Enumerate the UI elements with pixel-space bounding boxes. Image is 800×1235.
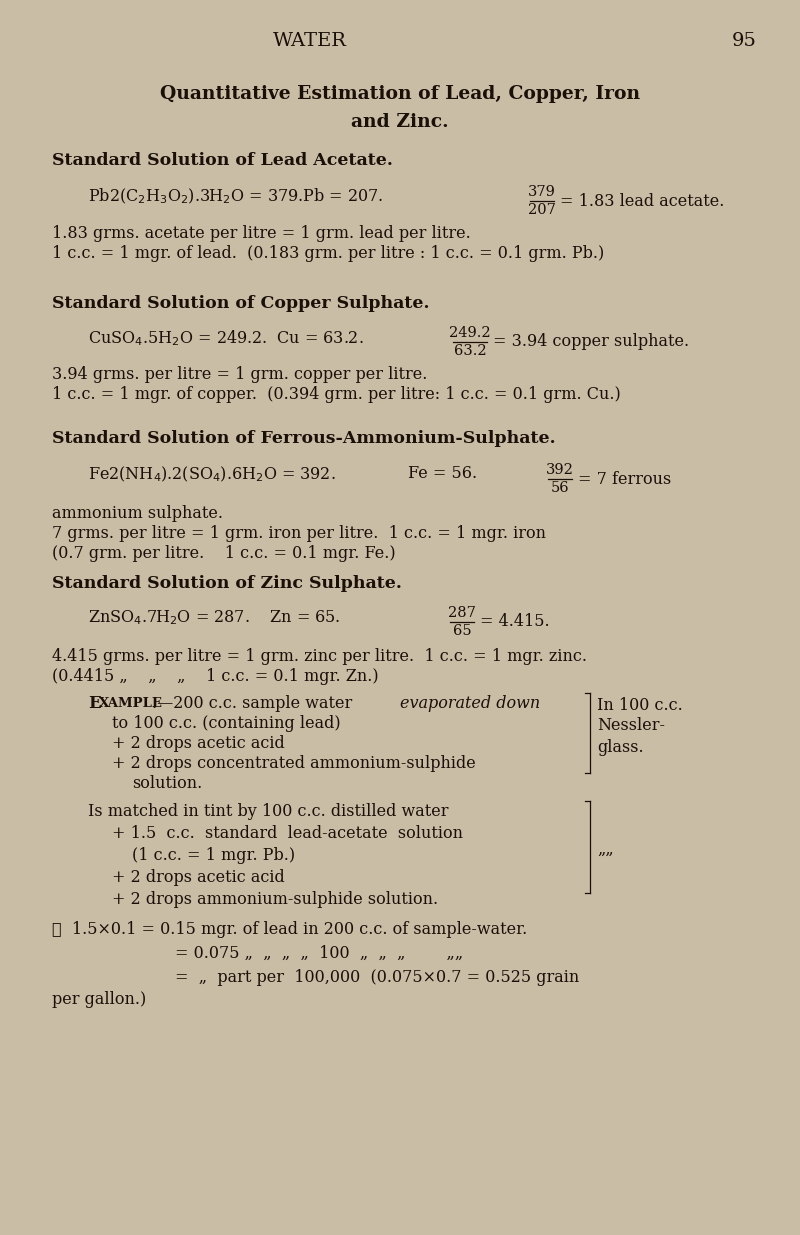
Text: (0.4415 „    „    „    1 c.c. = 0.1 mgr. Zn.): (0.4415 „ „ „ 1 c.c. = 0.1 mgr. Zn.) (52, 668, 378, 685)
Text: 7 grms. per litre = 1 grm. iron per litre.  1 c.c. = 1 mgr. iron: 7 grms. per litre = 1 grm. iron per litr… (52, 525, 546, 542)
Text: 392: 392 (546, 463, 574, 477)
Text: + 2 drops concentrated ammonium-sulphide: + 2 drops concentrated ammonium-sulphide (112, 755, 476, 772)
Text: 379: 379 (528, 185, 556, 199)
Text: Standard Solution of Lead Acetate.: Standard Solution of Lead Acetate. (52, 152, 393, 169)
Text: Fe2(NH$_4$).2(SO$_4$).6H$_2$O = 392.: Fe2(NH$_4$).2(SO$_4$).6H$_2$O = 392. (88, 466, 336, 484)
Text: 287: 287 (448, 606, 476, 620)
Text: per gallon.): per gallon.) (52, 990, 146, 1008)
Text: „„: „„ (597, 841, 614, 858)
Text: = 7 ferrous: = 7 ferrous (578, 471, 671, 488)
Text: Standard Solution of Copper Sulphate.: Standard Solution of Copper Sulphate. (52, 295, 430, 312)
Text: XAMPLE: XAMPLE (99, 697, 163, 710)
Text: = 4.415.: = 4.415. (480, 614, 550, 631)
Text: ZnSO$_4$.7H$_2$O = 287.    Zn = 65.: ZnSO$_4$.7H$_2$O = 287. Zn = 65. (88, 608, 341, 626)
Text: CuSO$_4$.5H$_2$O = 249.2.  Cu = 63.2.: CuSO$_4$.5H$_2$O = 249.2. Cu = 63.2. (88, 329, 364, 348)
Text: In 100 c.c.: In 100 c.c. (597, 697, 682, 714)
Text: 1 c.c. = 1 mgr. of copper.  (0.394 grm. per litre: 1 c.c. = 0.1 grm. Cu.): 1 c.c. = 1 mgr. of copper. (0.394 grm. p… (52, 387, 621, 403)
Text: 3.94 grms. per litre = 1 grm. copper per litre.: 3.94 grms. per litre = 1 grm. copper per… (52, 366, 427, 383)
Text: + 2 drops acetic acid: + 2 drops acetic acid (112, 735, 285, 752)
Text: E: E (88, 695, 101, 713)
Text: 95: 95 (732, 32, 757, 49)
Text: + 2 drops ammonium-sulphide solution.: + 2 drops ammonium-sulphide solution. (112, 890, 438, 908)
Text: and Zinc.: and Zinc. (351, 112, 449, 131)
Text: 65: 65 (453, 624, 471, 638)
Text: Pb2(C$_2$H$_3$O$_2$).3H$_2$O = 379.Pb = 207.: Pb2(C$_2$H$_3$O$_2$).3H$_2$O = 379.Pb = … (88, 186, 383, 206)
Text: WATER: WATER (273, 32, 347, 49)
Text: 4.415 grms. per litre = 1 grm. zinc per litre.  1 c.c. = 1 mgr. zinc.: 4.415 grms. per litre = 1 grm. zinc per … (52, 648, 587, 664)
Text: Quantitative Estimation of Lead, Copper, Iron: Quantitative Estimation of Lead, Copper,… (160, 85, 640, 103)
Text: + 2 drops acetic acid: + 2 drops acetic acid (112, 869, 285, 885)
Text: =  „  part per  100,000  (0.075×0.7 = 0.525 grain: = „ part per 100,000 (0.075×0.7 = 0.525 … (175, 969, 579, 986)
Text: = 1.83 lead acetate.: = 1.83 lead acetate. (560, 193, 724, 210)
Text: glass.: glass. (597, 739, 644, 756)
Text: solution.: solution. (132, 776, 202, 792)
Text: to 100 c.c. (containing lead): to 100 c.c. (containing lead) (112, 715, 341, 732)
Text: + 1.5  c.c.  standard  lead-acetate  solution: + 1.5 c.c. standard lead-acetate solutio… (112, 825, 463, 842)
Text: (0.7 grm. per litre.    1 c.c. = 0.1 mgr. Fe.): (0.7 grm. per litre. 1 c.c. = 0.1 mgr. F… (52, 545, 396, 562)
Text: 63.2: 63.2 (454, 345, 486, 358)
Text: (1 c.c. = 1 mgr. Pb.): (1 c.c. = 1 mgr. Pb.) (132, 847, 295, 864)
Text: .—200 c.c. sample water: .—200 c.c. sample water (152, 695, 358, 713)
Text: Fe = 56.: Fe = 56. (408, 466, 477, 482)
Text: Nessler-: Nessler- (597, 718, 665, 734)
Text: = 0.075 „  „  „  „  100  „  „  „        „„: = 0.075 „ „ „ „ 100 „ „ „ „„ (175, 945, 463, 962)
Text: Standard Solution of Zinc Sulphate.: Standard Solution of Zinc Sulphate. (52, 576, 402, 592)
Text: 56: 56 (550, 480, 570, 495)
Text: Standard Solution of Ferrous-Ammonium-Sulphate.: Standard Solution of Ferrous-Ammonium-Su… (52, 430, 556, 447)
Text: Is matched in tint by 100 c.c. distilled water: Is matched in tint by 100 c.c. distilled… (88, 803, 449, 820)
Text: evaporated down: evaporated down (400, 695, 540, 713)
Text: 249.2: 249.2 (449, 326, 491, 340)
Text: 1 c.c. = 1 mgr. of lead.  (0.183 grm. per litre : 1 c.c. = 0.1 grm. Pb.): 1 c.c. = 1 mgr. of lead. (0.183 grm. per… (52, 245, 604, 262)
Text: = 3.94 copper sulphate.: = 3.94 copper sulphate. (494, 333, 690, 351)
Text: ∴  1.5×0.1 = 0.15 mgr. of lead in 200 c.c. of sample-water.: ∴ 1.5×0.1 = 0.15 mgr. of lead in 200 c.c… (52, 921, 527, 939)
Text: ammonium sulphate.: ammonium sulphate. (52, 505, 223, 522)
Text: 207: 207 (528, 203, 556, 217)
Text: 1.83 grms. acetate per litre = 1 grm. lead per litre.: 1.83 grms. acetate per litre = 1 grm. le… (52, 225, 470, 242)
